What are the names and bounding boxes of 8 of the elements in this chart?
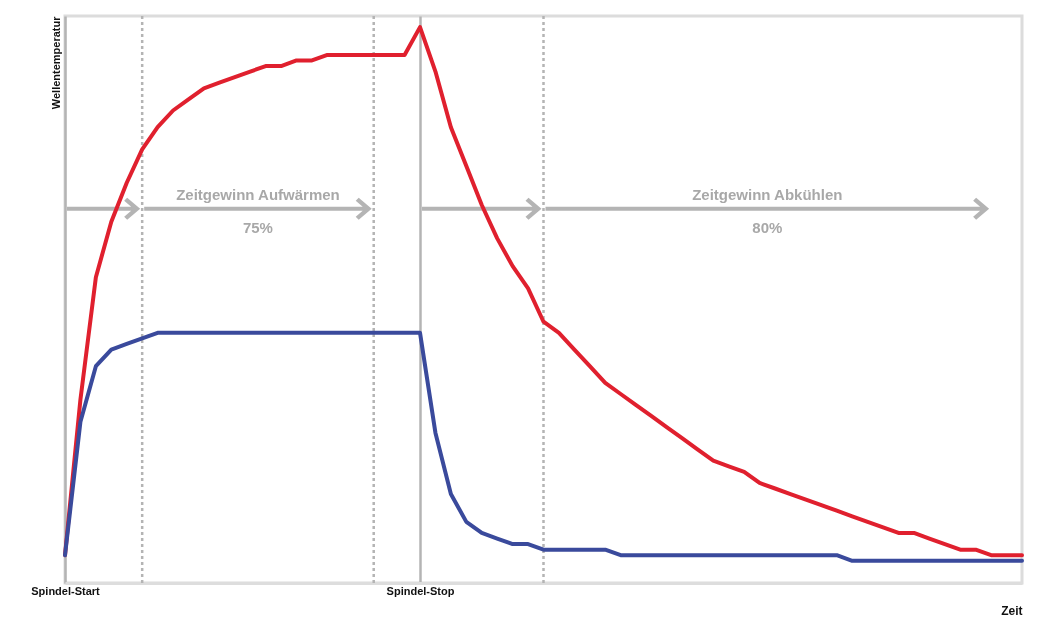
x-tick-label: Spindel-Start: [31, 584, 101, 597]
annotation: 80%: [752, 218, 783, 236]
x-axis-title: Zeit: [1001, 603, 1023, 618]
x-tick-label: Spindel-Stop: [386, 584, 455, 597]
annotation: Zeitgewinn Aufwärmen: [176, 185, 340, 203]
annotation: Zeitgewinn Abkühlen: [692, 185, 843, 203]
y-axis-title: Wellentemperatur: [49, 15, 62, 110]
annotation: 75%: [242, 218, 273, 236]
